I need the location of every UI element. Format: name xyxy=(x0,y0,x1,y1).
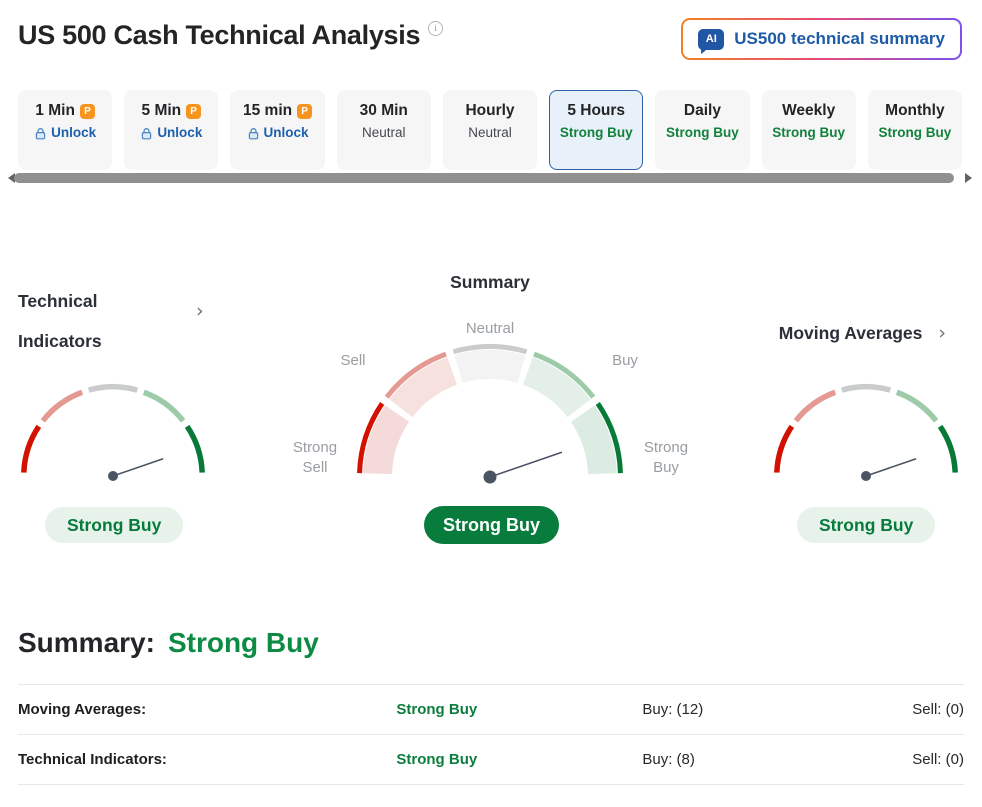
row-buy-count: Buy: (8) xyxy=(642,751,695,768)
page-title: US 500 Cash Technical Analysis xyxy=(18,20,421,50)
tab-daily[interactable]: Daily Strong Buy xyxy=(655,90,750,170)
tab-signal: Strong Buy xyxy=(559,125,633,140)
row-name: Moving Averages: xyxy=(18,701,147,718)
signals-table: Moving Averages: Strong Buy Buy: (12) Se… xyxy=(18,684,964,785)
header: US 500 Cash Technical Analysis i AI US50… xyxy=(18,18,962,60)
tab-signal: Unlock xyxy=(263,125,309,140)
tab-signal: Strong Buy xyxy=(666,125,739,140)
tab-label: 15 min xyxy=(242,102,293,119)
tab-5-min[interactable]: 5 Min P Unlock xyxy=(124,90,219,170)
moving-averages-gauge xyxy=(774,384,958,481)
tab-hourly[interactable]: Hourly Neutral xyxy=(442,90,538,170)
summary-signal-badge: Strong Buy xyxy=(424,506,559,544)
tab-label: Hourly xyxy=(465,102,515,119)
tab-label: 1 Min xyxy=(35,102,75,119)
tab-weekly[interactable]: Weekly Strong Buy xyxy=(761,90,856,170)
tab-label: Weekly xyxy=(782,102,836,119)
info-icon[interactable]: i xyxy=(428,21,444,36)
tab-signal: Unlock xyxy=(51,125,97,140)
tab-30-min[interactable]: 30 Min Neutral xyxy=(336,90,431,170)
ai-summary-button[interactable]: AI US500 technical summary xyxy=(681,18,962,60)
tab-signal: Unlock xyxy=(157,125,203,140)
pro-icon: P xyxy=(297,103,313,119)
row-sell-count: Sell: (0) xyxy=(912,701,964,718)
technical-indicators-heading[interactable]: Technical Indicators xyxy=(18,291,102,351)
moving-averages-signal-badge: Strong Buy xyxy=(797,507,936,543)
tab-signal: Strong Buy xyxy=(772,125,846,140)
row-sell-count: Sell: (0) xyxy=(912,751,964,768)
gauge-label-sell: Sell xyxy=(340,352,366,369)
pro-icon: P xyxy=(186,103,202,119)
tab-label: 5 Hours xyxy=(567,102,626,119)
chevron-right-icon: › xyxy=(938,322,946,344)
summary-gauge-heading: Summary xyxy=(450,272,530,292)
moving-averages-heading[interactable]: Moving Averages › xyxy=(779,322,946,344)
technical-indicators-gauge xyxy=(21,384,205,481)
summary-line: Summary: Strong Buy xyxy=(18,627,319,659)
tab-signal: Strong Buy xyxy=(878,125,952,140)
lock-icon xyxy=(142,127,152,139)
technical-indicators-signal-badge: Strong Buy xyxy=(45,507,184,543)
lock-icon xyxy=(35,127,46,139)
tab-label: 30 Min xyxy=(359,102,408,119)
scroll-left-arrow-icon[interactable] xyxy=(3,173,15,183)
tab-label: Daily xyxy=(683,102,721,119)
gauge-label-neutral: Neutral xyxy=(465,320,515,337)
gauge-label-buy: Buy xyxy=(612,352,638,369)
tab-signal: Neutral xyxy=(468,125,512,140)
scrollbar-thumb[interactable] xyxy=(14,173,954,183)
pro-icon: P xyxy=(79,103,95,119)
gauge-label-strong-sell: Strong Sell xyxy=(292,439,338,476)
row-buy-count: Buy: (12) xyxy=(642,701,704,718)
tab-label: Monthly xyxy=(885,102,945,119)
ai-icon: AI xyxy=(698,28,725,54)
table-row-technical-indicators: Technical Indicators: Strong Buy Buy: (8… xyxy=(18,735,964,785)
tab-monthly[interactable]: Monthly Strong Buy xyxy=(867,90,962,170)
tab-15-min[interactable]: 15 min P Unlock xyxy=(230,90,325,170)
summary-gauge xyxy=(357,344,623,484)
tab-signal: Neutral xyxy=(362,125,406,140)
row-signal: Strong Buy xyxy=(396,751,478,768)
gauge-label-strong-buy: Strong Buy xyxy=(643,439,689,476)
tabs-scrollbar[interactable] xyxy=(0,172,982,184)
row-name: Technical Indicators: xyxy=(18,751,167,768)
summary-value: Strong Buy xyxy=(167,627,319,658)
table-row-moving-averages: Moving Averages: Strong Buy Buy: (12) Se… xyxy=(18,685,964,735)
scroll-right-arrow-icon[interactable] xyxy=(965,173,977,183)
chevron-right-icon[interactable]: › xyxy=(196,300,204,322)
ai-button-label: US500 technical summary xyxy=(734,29,945,48)
row-signal: Strong Buy xyxy=(396,701,478,718)
lock-icon xyxy=(248,127,258,139)
timeframe-tabs: 1 Min P Unlock 5 Min P Unlock 15 min P Unlo… xyxy=(18,90,962,170)
tab-label: 5 Min xyxy=(141,102,182,119)
summary-label: Summary: xyxy=(18,627,155,658)
tab-1-min[interactable]: 1 Min P Unlock xyxy=(18,90,113,170)
moving-averages-label: Moving Averages xyxy=(778,322,923,343)
tab-5-hours[interactable]: 5 Hours Strong Buy xyxy=(549,90,644,170)
